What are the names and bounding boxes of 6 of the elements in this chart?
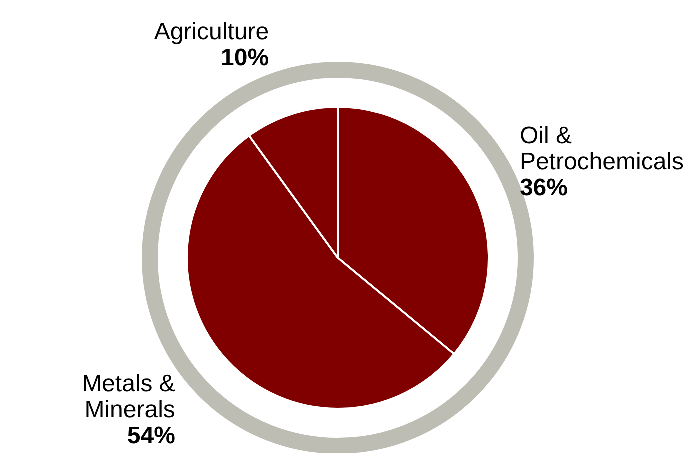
data-label: 10% bbox=[221, 44, 270, 72]
data-label: 36% bbox=[520, 174, 568, 202]
slice-label: Agriculture bbox=[154, 18, 270, 46]
slice-label: Oil & Petrochemicals bbox=[520, 122, 684, 176]
data-label: 54% bbox=[127, 422, 176, 450]
slice-label: Metals & Minerals bbox=[82, 370, 176, 424]
